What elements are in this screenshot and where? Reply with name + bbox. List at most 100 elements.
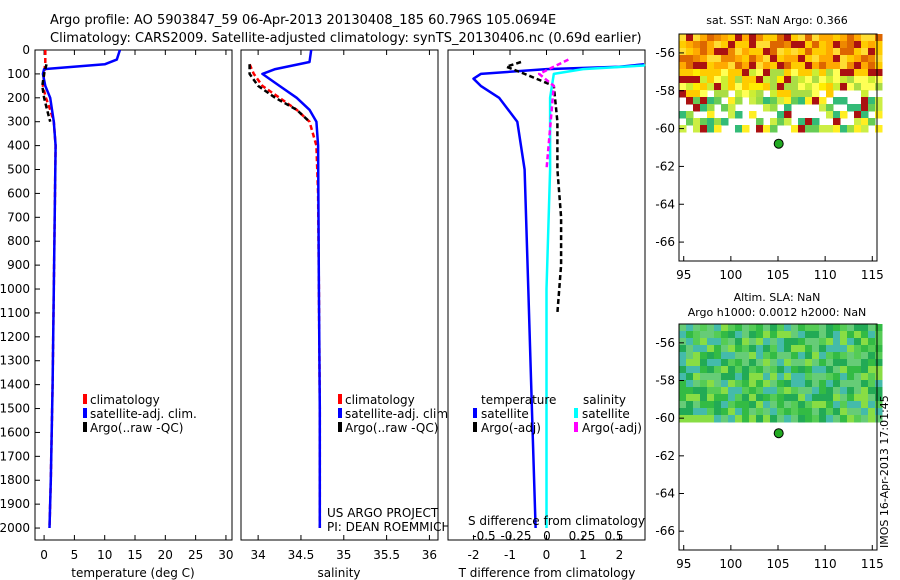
sla-map-title-line-2: Argo h1000: 0.0012 h2000: NaN — [688, 306, 867, 319]
field-cell — [679, 415, 687, 423]
field-cell — [749, 401, 757, 409]
field-cell — [798, 415, 806, 423]
field-cell — [812, 48, 820, 56]
field-cell — [742, 69, 750, 77]
field-cell — [679, 48, 687, 56]
field-cell — [791, 387, 799, 395]
field-cell — [875, 352, 883, 360]
y-tick-label: 700 — [7, 210, 30, 224]
field-cell — [847, 331, 855, 339]
field-cell — [693, 83, 701, 91]
field-cell — [707, 111, 715, 119]
field-cell — [826, 401, 834, 409]
field-cell — [798, 380, 806, 388]
field-cell — [861, 338, 869, 346]
field-cell — [686, 387, 694, 395]
field-cell — [721, 373, 729, 381]
field-cell — [868, 415, 876, 423]
field-cell — [861, 48, 869, 56]
field-cell — [693, 359, 701, 367]
field-cell — [826, 55, 834, 63]
field-cell — [847, 48, 855, 56]
field-cell — [875, 394, 883, 402]
y-tick-label: 300 — [7, 115, 30, 129]
field-cell — [714, 338, 722, 346]
field-cell — [868, 48, 876, 56]
y-tick-label: 1000 — [0, 282, 30, 296]
field-cell — [679, 345, 687, 353]
field-cell — [840, 359, 848, 367]
field-cell — [861, 55, 869, 63]
field-cell — [742, 125, 750, 133]
field-cell — [875, 104, 883, 112]
field-cell — [679, 359, 687, 367]
legend-label-climatology: climatology — [345, 393, 415, 407]
field-cell — [875, 76, 883, 84]
field-cell — [805, 373, 813, 381]
field-cell — [840, 366, 848, 374]
field-cell — [707, 359, 715, 367]
field-cell — [721, 55, 729, 63]
field-cell — [812, 90, 820, 98]
field-cell — [840, 55, 848, 63]
difference-profile-lines — [472, 58, 646, 529]
field-cell — [700, 97, 708, 105]
t-difference-axis-label: T difference from climatology — [458, 566, 636, 580]
field-cell — [763, 324, 771, 332]
field-cell — [847, 408, 855, 416]
field-cell — [679, 387, 687, 395]
field-cell — [826, 104, 834, 112]
field-cell — [840, 401, 848, 409]
field-cell — [847, 415, 855, 423]
field-cell — [693, 97, 701, 105]
field-cell — [826, 359, 834, 367]
field-cell — [812, 97, 820, 105]
field-cell — [693, 394, 701, 402]
field-cell — [819, 394, 827, 402]
field-cell — [805, 69, 813, 77]
field-cell — [868, 345, 876, 353]
field-cell — [812, 408, 820, 416]
field-cell — [861, 69, 869, 77]
field-cell — [770, 380, 778, 388]
field-cell — [686, 415, 694, 423]
field-cell — [819, 387, 827, 395]
field-cell — [833, 380, 841, 388]
field-cell — [756, 62, 764, 70]
salinity-panel: 34 34.5 35 35.5 36 salinity climatology sate… — [240, 49, 452, 580]
field-cell — [770, 97, 778, 105]
field-cell — [728, 338, 736, 346]
field-cell — [777, 373, 785, 381]
field-cell — [777, 76, 785, 84]
field-cell — [805, 97, 813, 105]
legend-swatch-satellite — [83, 408, 87, 418]
field-cell — [784, 41, 792, 49]
argo-float-marker — [773, 428, 784, 439]
field-cell — [854, 83, 862, 91]
field-cell — [707, 48, 715, 56]
series-line — [261, 49, 322, 528]
field-cell — [875, 111, 883, 119]
field-cell — [742, 76, 750, 84]
field-cell — [833, 345, 841, 353]
legend-swatch-t-argo — [473, 422, 477, 432]
field-cell — [721, 345, 729, 353]
field-cell — [777, 359, 785, 367]
field-cell — [840, 408, 848, 416]
y-tick-label: 2000 — [0, 521, 30, 535]
field-cell — [756, 55, 764, 63]
field-cell — [791, 380, 799, 388]
lat-tick-label: -58 — [655, 84, 675, 98]
field-cell — [847, 387, 855, 395]
field-cell — [784, 401, 792, 409]
field-cell — [721, 118, 729, 126]
field-cell — [700, 34, 708, 42]
field-cell — [791, 345, 799, 353]
field-cell — [791, 76, 799, 84]
temperature-plot-frame — [34, 49, 233, 541]
field-cell — [805, 76, 813, 84]
field-cell — [847, 352, 855, 360]
field-cell — [679, 90, 687, 98]
field-cell — [777, 401, 785, 409]
salinity-plot-frame — [240, 49, 439, 541]
